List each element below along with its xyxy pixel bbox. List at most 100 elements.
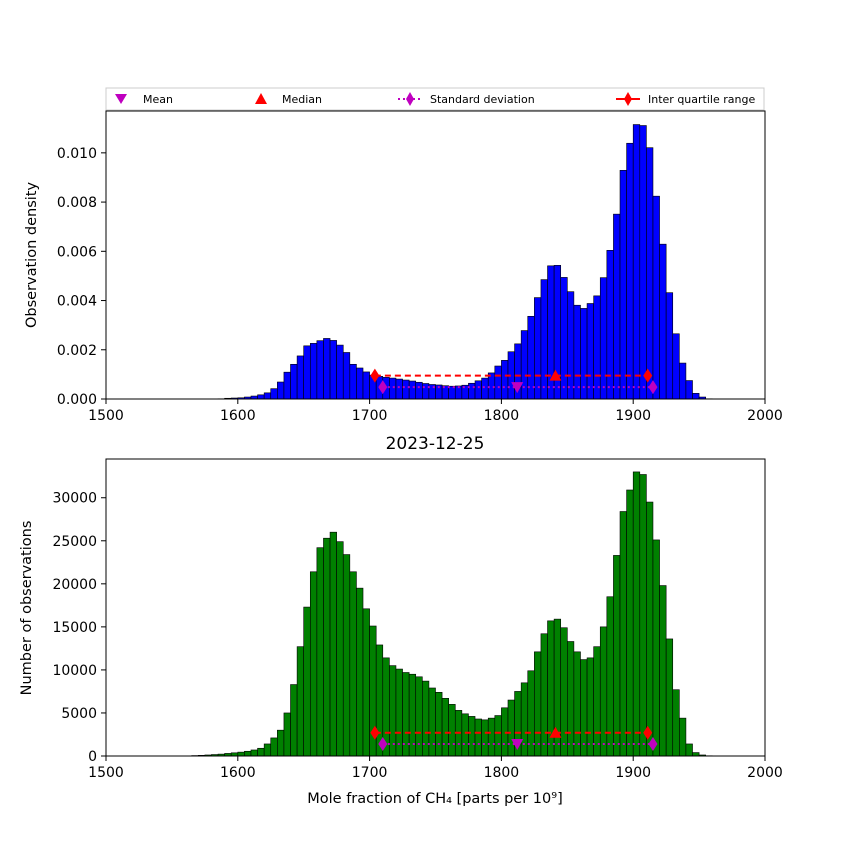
std-marker <box>378 380 388 395</box>
histogram-bar <box>303 606 311 757</box>
histogram-bar <box>428 687 436 757</box>
histogram-bar <box>613 555 621 757</box>
density-statistics <box>370 368 658 395</box>
histogram-bar <box>586 303 594 400</box>
legend-box <box>105 87 765 111</box>
iqr-marker <box>370 725 380 740</box>
legend-mean-marker <box>115 94 127 104</box>
legend-std-label: Standard deviation <box>430 93 535 106</box>
x-tick-label: 1600 <box>220 408 256 424</box>
count-plot-title: 2023-12-25 <box>386 434 485 454</box>
histogram-bar <box>494 365 502 400</box>
iqr-marker <box>643 368 653 383</box>
histogram-bar <box>323 338 331 400</box>
std-marker <box>648 380 658 395</box>
histogram-bar <box>672 689 680 757</box>
histogram-bar <box>356 367 364 400</box>
histogram-bar <box>520 330 529 400</box>
histogram-bar <box>599 626 608 757</box>
density-bars <box>191 124 713 400</box>
histogram-bar <box>336 344 344 400</box>
y-tick-label: 0.004 <box>57 294 97 310</box>
x-tick-label: 2000 <box>747 408 783 424</box>
y-tick-label: 25000 <box>52 534 97 550</box>
histogram-bar <box>309 571 318 757</box>
histogram-bar <box>560 627 568 757</box>
histogram-bar <box>342 554 351 757</box>
histogram-bar <box>487 717 496 757</box>
histogram-bar <box>646 501 654 757</box>
histogram-bar <box>309 343 318 400</box>
histogram-bar <box>402 379 410 400</box>
histogram-bar <box>323 537 331 757</box>
histogram-bar <box>560 277 568 400</box>
histogram-bar <box>296 355 304 400</box>
histogram-bar <box>336 541 344 757</box>
count-statistics <box>370 725 658 751</box>
histogram-bar <box>481 377 489 400</box>
count-bars <box>191 471 713 757</box>
histogram-bar <box>501 360 509 400</box>
legend-median-label: Median <box>282 93 322 106</box>
histogram-bar <box>329 531 337 757</box>
histogram-bar <box>441 698 449 757</box>
mean-marker <box>511 738 524 750</box>
histogram-bar <box>626 142 634 400</box>
histogram-bar <box>586 657 594 757</box>
y-tick-label: 0.008 <box>57 195 97 211</box>
histogram-bar <box>566 291 575 400</box>
histogram-bar <box>659 585 667 757</box>
x-tick-label: 2000 <box>747 765 783 781</box>
histogram-bar <box>672 333 680 400</box>
histogram-bar <box>692 393 700 400</box>
histogram-bar <box>665 638 674 757</box>
histogram-bar <box>316 340 324 400</box>
count-plot-frame <box>105 458 766 757</box>
iqr-marker <box>370 368 380 383</box>
histogram-bar <box>507 699 515 757</box>
legend: Mean Median Standard deviation Inter qua… <box>105 87 765 111</box>
histogram-bar <box>263 392 272 400</box>
histogram-bar <box>349 363 357 400</box>
histogram-bar <box>679 362 687 400</box>
legend-iqr-label: Inter quartile range <box>648 93 755 106</box>
histogram-bar <box>639 474 647 757</box>
histogram-bar <box>389 377 397 400</box>
histogram-bar <box>296 646 304 757</box>
y-tick-label: 5000 <box>61 706 97 722</box>
histogram-bar <box>593 646 601 757</box>
histogram-bar <box>244 750 252 757</box>
histogram-bar <box>257 394 265 400</box>
histogram-bar <box>277 729 285 757</box>
histogram-bar <box>665 292 674 400</box>
x-tick-label: 1800 <box>484 765 520 781</box>
x-tick-label: 1900 <box>615 408 651 424</box>
count-x-axis-label: Mole fraction of CH₄ [parts per 10⁹] <box>307 791 562 807</box>
histogram-bar <box>342 352 351 400</box>
histogram-bar <box>448 704 456 757</box>
legend-iqr-marker <box>624 92 632 106</box>
histogram-bar <box>580 659 588 757</box>
histogram-bar <box>534 297 542 400</box>
y-tick-label: 15000 <box>52 620 97 636</box>
density-plot: 1500 1600 1700 1800 1900 2000 0.000 0.002 0.004… <box>24 110 783 424</box>
histogram-bar <box>389 665 397 757</box>
count-y-axis: 0 5000 10000 15000 20000 25000 30000 <box>52 491 106 765</box>
histogram-bar <box>487 372 496 400</box>
histogram-bar <box>520 682 529 757</box>
histogram-bar <box>534 651 542 757</box>
histogram-bar <box>573 651 581 757</box>
histogram-bar <box>303 345 311 400</box>
x-tick-label: 1900 <box>615 765 651 781</box>
count-plot: 2023-12-25 1500 1600 1700 1800 1900 2000 0 500… <box>19 434 783 807</box>
histogram-bar <box>639 125 647 400</box>
histogram-bar <box>415 381 423 400</box>
histogram-bar <box>599 277 608 400</box>
histogram-bar <box>395 378 403 400</box>
histogram-bar <box>652 539 660 757</box>
count-y-axis-label: Number of observations <box>19 521 35 696</box>
histogram-bar <box>277 381 285 400</box>
legend-mean-label: Mean <box>143 93 173 106</box>
histogram-bar <box>408 380 417 400</box>
